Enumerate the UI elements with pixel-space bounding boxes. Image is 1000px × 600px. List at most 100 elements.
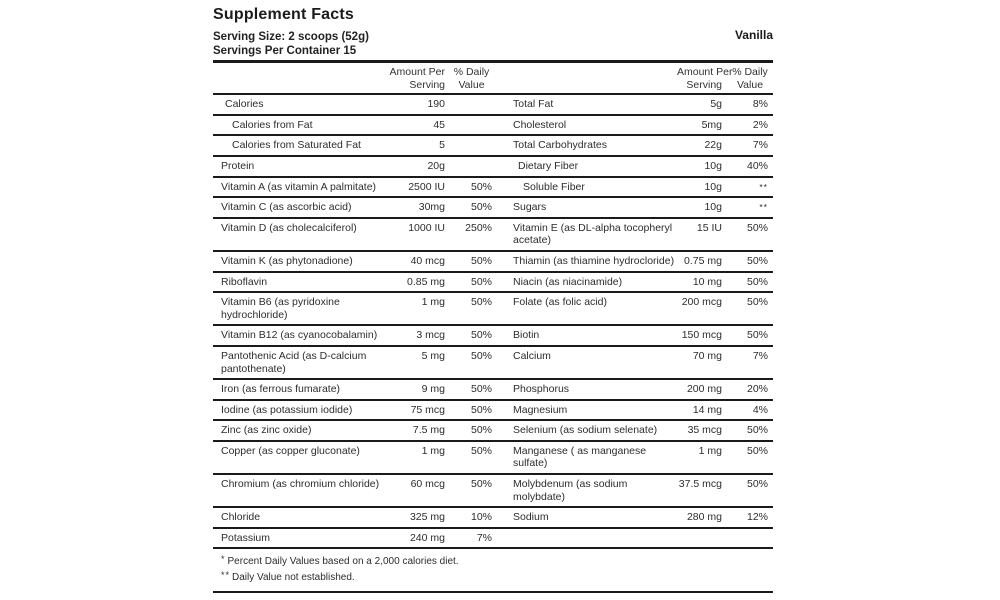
table-row: Chloride 325 mg 10% Sodium 280 mg 12% bbox=[213, 507, 773, 529]
nutrient-daily-value: 50% bbox=[448, 345, 495, 381]
nutrient-name: Folate (as folic acid) bbox=[495, 292, 677, 327]
nutrient-daily-value: 50% bbox=[448, 379, 495, 401]
supplement-facts-label: Supplement Facts Serving Size: 2 scoops … bbox=[213, 0, 773, 594]
nutrient-amount: 22g bbox=[677, 135, 727, 157]
nutrient-amount: 9 mg bbox=[388, 379, 448, 401]
table-row: Chromium (as chromium chloride) 60 mcg 50%… bbox=[213, 474, 773, 509]
nutrient-amount: 10g bbox=[677, 176, 727, 199]
nutrient-daily-value: 50% bbox=[448, 176, 495, 199]
nutrient-daily-value: 40% bbox=[727, 155, 773, 178]
nutrient-amount: 3 mcg bbox=[388, 325, 448, 347]
table-row: Copper (as copper gluconate) 1 mg 50% Manga… bbox=[213, 440, 773, 476]
column-header-text: Amount Per bbox=[677, 66, 733, 78]
nutrient-name: Calories from Saturated Fat bbox=[213, 135, 388, 157]
nutrient-daily-value bbox=[448, 135, 495, 157]
nutrient-name: Cholesterol bbox=[495, 114, 677, 137]
nutrient-daily-value: 50% bbox=[727, 325, 773, 347]
nutrient-amount: 280 mg bbox=[677, 507, 727, 529]
nutrient-amount: 325 mg bbox=[388, 507, 448, 529]
serving-info: Serving Size: 2 scoops (52g) Servings Pe… bbox=[213, 30, 773, 58]
nutrient-name: Vitamin C (as ascorbic acid) bbox=[213, 197, 388, 219]
nutrient-name: Chromium (as chromium chloride) bbox=[213, 474, 388, 509]
footnotes: * Percent Daily Values based on a 2,000 c… bbox=[213, 549, 773, 594]
nutrient-name: Vitamin B6 (as pyridoxine hydrochloride) bbox=[213, 292, 388, 327]
nutrient-name: Calories bbox=[213, 94, 388, 116]
nutrient-amount: 70 mg bbox=[677, 345, 727, 381]
table-row: Vitamin K (as phytonadione) 40 mcg 50% Thia… bbox=[213, 250, 773, 273]
nutrient-daily-value: 10% bbox=[448, 507, 495, 529]
nutrient-daily-value: 7% bbox=[727, 135, 773, 157]
nutrient-amount: 200 mg bbox=[677, 379, 727, 401]
nutrient-daily-value: 250% bbox=[448, 217, 495, 252]
nutrient-amount: 75 mcg bbox=[388, 399, 448, 422]
nutrient-amount: 7.5 mg bbox=[388, 420, 448, 442]
nutrient-amount: 30mg bbox=[388, 197, 448, 219]
nutrient-amount: 15 IU bbox=[677, 217, 727, 252]
table-row: Pantothenic Acid (as D-calcium pantothen… bbox=[213, 345, 773, 381]
supplement-table: Amount Per Serving % Daily Value Amount … bbox=[213, 60, 773, 550]
nutrient-name: Vitamin A (as vitamin A palmitate) bbox=[213, 176, 388, 199]
nutrient-name: Niacin (as niacinamide) bbox=[495, 271, 677, 294]
nutrient-name: Copper (as copper gluconate) bbox=[213, 440, 388, 476]
nutrient-amount: 5mg bbox=[677, 114, 727, 137]
nutrient-amount: 5g bbox=[677, 94, 727, 116]
nutrient-amount: 10 mg bbox=[677, 271, 727, 294]
column-header-text: % Daily bbox=[453, 66, 490, 78]
nutrient-name: Protein bbox=[213, 155, 388, 178]
nutrient-name: Vitamin B12 (as cyanocobalamin) bbox=[213, 325, 388, 347]
table-row: Protein 20g Dietary Fiber 10g 40% bbox=[213, 155, 773, 178]
nutrient-daily-value bbox=[448, 114, 495, 137]
serving-size: Serving Size: 2 scoops (52g) bbox=[213, 31, 369, 43]
table-row: Vitamin B12 (as cyanocobalamin) 3 mcg 50% B… bbox=[213, 325, 773, 347]
footnote-not-established: ** Daily Value not established. bbox=[221, 569, 773, 585]
table-row: Vitamin B6 (as pyridoxine hydrochloride)… bbox=[213, 292, 773, 327]
nutrient-amount: 240 mg bbox=[388, 527, 448, 550]
nutrient-name: Magnesium bbox=[495, 399, 677, 422]
nutrient-daily-value: 50% bbox=[448, 325, 495, 347]
nutrient-name: Dietary Fiber bbox=[495, 155, 677, 178]
table-row: Riboflavin 0.85 mg 50% Niacin (as niacinami… bbox=[213, 271, 773, 294]
nutrient-amount: 150 mcg bbox=[677, 325, 727, 347]
nutrient-amount: 1 mg bbox=[677, 440, 727, 476]
nutrient-name: Molybdenum (as sodium molybdate) bbox=[495, 474, 677, 509]
label-header: Supplement Facts Serving Size: 2 scoops … bbox=[213, 0, 773, 60]
table-row: Iron (as ferrous fumarate) 9 mg 50% Phospho… bbox=[213, 379, 773, 401]
nutrient-name: Calories from Fat bbox=[213, 114, 388, 137]
nutrient-daily-value: 12% bbox=[727, 507, 773, 529]
nutrient-name: Sodium bbox=[495, 507, 677, 529]
nutrient-daily-value: 50% bbox=[448, 440, 495, 476]
column-header-dv-left: % Daily Value bbox=[448, 61, 495, 96]
nutrient-name: Biotin bbox=[495, 325, 677, 347]
nutrient-name: Phosphorus bbox=[495, 379, 677, 401]
nutrient-daily-value: ** bbox=[727, 176, 773, 199]
nutrient-name: Soluble Fiber bbox=[495, 176, 677, 199]
nutrient-daily-value: 50% bbox=[727, 292, 773, 327]
nutrient-amount bbox=[677, 527, 727, 550]
nutrient-daily-value: 50% bbox=[448, 474, 495, 509]
nutrient-daily-value: 20% bbox=[727, 379, 773, 401]
table-row: Potassium 240 mg 7% bbox=[213, 527, 773, 550]
nutrient-amount: 0.85 mg bbox=[388, 271, 448, 294]
nutrient-name: Riboflavin bbox=[213, 271, 388, 294]
nutrient-amount: 40 mcg bbox=[388, 250, 448, 273]
nutrient-amount: 0.75 mg bbox=[677, 250, 727, 273]
nutrient-amount: 60 mcg bbox=[388, 474, 448, 509]
column-header-text: Value bbox=[736, 78, 764, 91]
nutrient-name: Zinc (as zinc oxide) bbox=[213, 420, 388, 442]
nutrient-name: Thiamin (as thiamine hydrocloride) bbox=[495, 250, 677, 273]
nutrient-name: Vitamin K (as phytonadione) bbox=[213, 250, 388, 273]
nutrient-daily-value: 50% bbox=[448, 271, 495, 294]
nutrient-daily-value bbox=[448, 94, 495, 116]
column-header-text: % Daily bbox=[732, 66, 768, 78]
footnote-marker: ** bbox=[221, 570, 231, 581]
nutrient-amount: 190 bbox=[388, 94, 448, 116]
nutrient-daily-value: 50% bbox=[727, 440, 773, 476]
nutrient-amount: 37.5 mcg bbox=[677, 474, 727, 509]
nutrient-daily-value: 7% bbox=[727, 345, 773, 381]
nutrient-amount: 5 bbox=[388, 135, 448, 157]
nutrient-name: Selenium (as sodium selenate) bbox=[495, 420, 677, 442]
nutrient-daily-value: 50% bbox=[448, 420, 495, 442]
nutrient-amount: 14 mg bbox=[677, 399, 727, 422]
nutrient-daily-value bbox=[448, 155, 495, 178]
nutrient-daily-value: 50% bbox=[448, 292, 495, 327]
